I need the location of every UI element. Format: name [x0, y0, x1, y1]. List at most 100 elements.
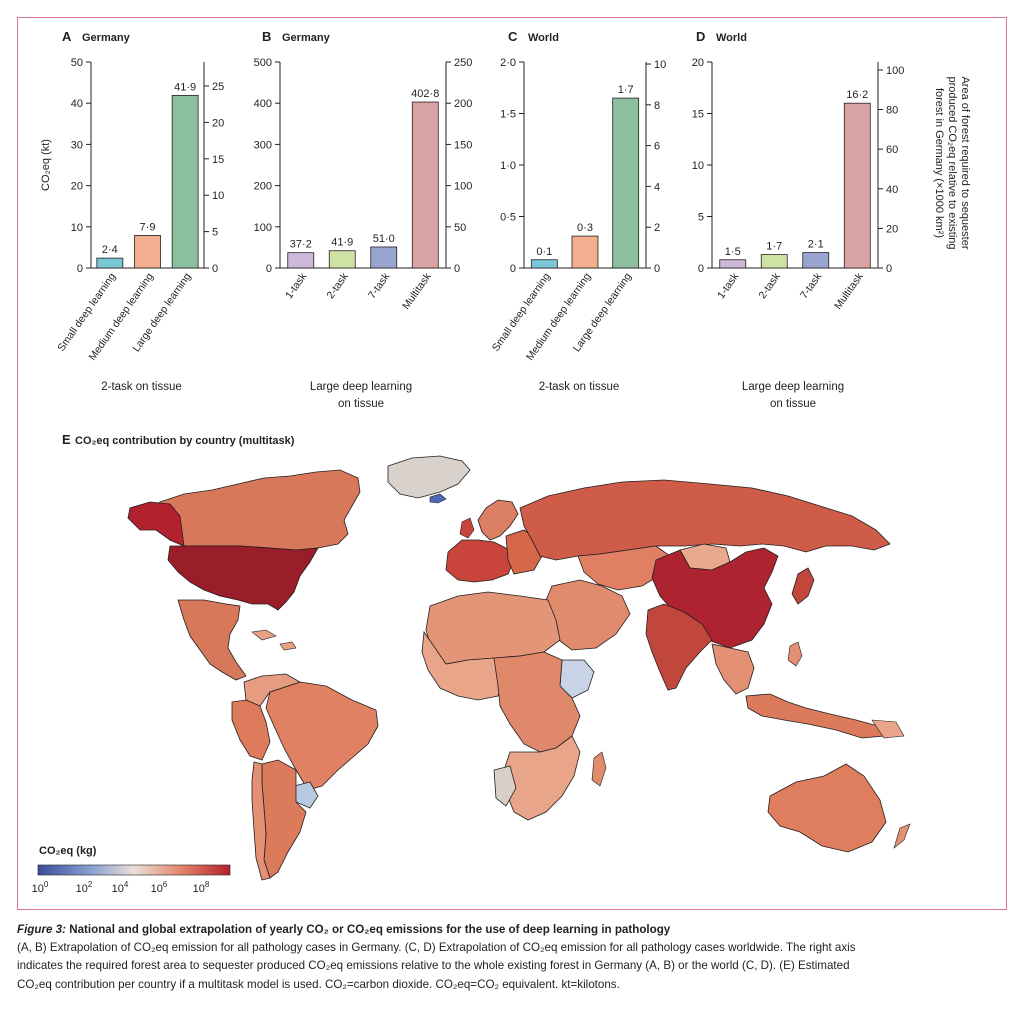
- caribbean-islands: [251, 629, 297, 651]
- right-tick-label: 250: [454, 57, 472, 69]
- panel-letter: C: [508, 29, 518, 44]
- bar: [760, 254, 788, 269]
- bar: [134, 235, 161, 269]
- left-tick-label: 400: [254, 98, 272, 110]
- country-argentina: [261, 759, 307, 879]
- legend-tick-label: 108: [193, 880, 210, 895]
- category-label: 1-task: [283, 270, 310, 301]
- bar-value-label: 51·0: [373, 233, 395, 245]
- country-uk: [459, 517, 475, 539]
- right-tick-label: 60: [886, 144, 898, 156]
- country-usa: [167, 545, 319, 611]
- bar-value-label: 16·2: [846, 89, 868, 101]
- category-label: Medium deep learning: [87, 271, 157, 363]
- bar-value-label: 1·7: [618, 84, 634, 96]
- country-japan: [791, 567, 815, 605]
- right-tick-label: 10: [654, 59, 666, 71]
- bar: [571, 235, 599, 269]
- right-tick-label: 4: [654, 181, 660, 193]
- left-tick-label: 500: [254, 57, 272, 69]
- region-west-africa: [421, 630, 505, 701]
- bar: [530, 259, 558, 269]
- bar-value-label: 37·2: [290, 239, 312, 251]
- country-india: [645, 603, 713, 691]
- left-tick-label: 200: [254, 181, 272, 193]
- panel-d: D World 0 5 10 15 20 0 20 40 60 80 100 1·5 1-task 1·7 2-…: [692, 29, 971, 410]
- caption-figure-number: Figure 3:: [17, 923, 66, 936]
- left-tick-label: 1·0: [500, 160, 516, 172]
- country-mexico: [177, 599, 247, 681]
- country-namibia: [493, 765, 517, 807]
- left-tick-label: 15: [692, 109, 704, 121]
- region-southeast-asia: [711, 643, 755, 695]
- y-axis-label: CO₂eq (kt): [40, 139, 52, 191]
- legend-ticks: 100 102 104 106 108: [32, 880, 210, 895]
- country-iceland: [429, 493, 447, 504]
- right-tick-label: 0: [654, 263, 660, 275]
- bar-value-label: 1·5: [725, 246, 741, 258]
- x-axis-label-line2: on tissue: [338, 398, 384, 410]
- panel-title: World: [528, 32, 559, 44]
- x-axis-label: 2-task on tissue: [101, 381, 182, 393]
- bar-value-label: 1·7: [766, 241, 782, 253]
- country-chile: [251, 761, 271, 881]
- right-tick-label: 80: [886, 105, 898, 117]
- bar: [719, 259, 747, 269]
- left-tick-label: 20: [692, 57, 704, 69]
- bar-value-label: 2·1: [808, 239, 824, 251]
- bar-value-label: 0·3: [577, 222, 593, 234]
- panel-title: Germany: [282, 32, 331, 44]
- right-tick-label: 20: [886, 223, 898, 235]
- country-madagascar: [591, 751, 607, 787]
- right-tick-label: 2: [654, 222, 660, 234]
- left-tick-label: 2·0: [500, 57, 516, 69]
- left-tick-label: 10: [692, 160, 704, 172]
- x-axis-label: Large deep learning: [310, 381, 412, 393]
- bar-value-label: 2·4: [102, 244, 118, 256]
- panel-title: Germany: [82, 32, 131, 44]
- color-scale-bar: [37, 864, 231, 876]
- bar-value-label: 402·8: [411, 88, 439, 100]
- caption-title-text: National and global extrapolation of yea…: [69, 923, 671, 936]
- region-indonesia: [745, 693, 885, 739]
- bar: [328, 250, 356, 269]
- left-tick-label: 0·5: [500, 212, 516, 224]
- left-tick-label: 300: [254, 139, 272, 151]
- map-title: CO₂eq contribution by country (multitask…: [75, 435, 295, 447]
- left-tick-label: 40: [71, 98, 83, 110]
- bar: [96, 257, 124, 269]
- left-tick-label: 0: [266, 263, 272, 275]
- bar-value-label: 41·9: [174, 81, 196, 93]
- left-tick-label: 0: [698, 263, 704, 275]
- world-map: E CO₂eq contribution by country (multita…: [32, 432, 911, 895]
- country-australia: [767, 763, 887, 853]
- bar: [370, 246, 398, 269]
- region-scandinavia: [477, 499, 519, 541]
- category-label: Multitask: [400, 270, 434, 311]
- right-tick-label: 0: [212, 263, 218, 275]
- bar: [287, 252, 315, 269]
- country-russia: [519, 479, 891, 561]
- bar: [843, 102, 871, 269]
- country-papua-new-guinea: [871, 719, 905, 739]
- bar-value-label: 7·9: [140, 221, 156, 233]
- right-tick-label: 20: [212, 117, 224, 129]
- country-peru: [231, 699, 271, 761]
- panel-letter: D: [696, 29, 705, 44]
- bar: [411, 101, 439, 269]
- right-axis-label-line: produced CO₂eq relative to existing: [946, 76, 958, 249]
- bar: [802, 252, 830, 269]
- legend-title: CO₂eq (kg): [39, 845, 97, 857]
- panel-b: B Germany 0 100 200 300 400 500 0 50 100 150 200 250 3…: [254, 29, 473, 410]
- right-tick-label: 100: [886, 65, 904, 77]
- right-tick-label: 6: [654, 141, 660, 153]
- caption-line-1: (A, B) Extrapolation of CO₂eq emission f…: [17, 941, 856, 955]
- right-axis-label-line: Area of forest required to sequester: [959, 76, 971, 249]
- left-tick-label: 100: [254, 222, 272, 234]
- country-alaska: [127, 501, 185, 547]
- right-tick-label: 40: [886, 184, 898, 196]
- right-tick-label: 200: [454, 98, 472, 110]
- category-label: 2-task: [756, 270, 783, 301]
- category-label: 2-task: [324, 270, 351, 301]
